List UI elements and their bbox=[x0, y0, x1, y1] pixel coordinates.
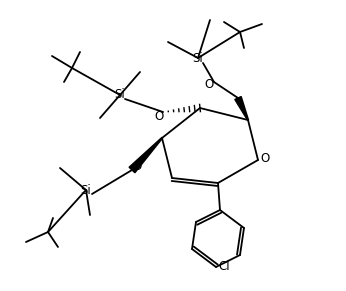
Text: Si: Si bbox=[81, 184, 91, 196]
Text: Cl: Cl bbox=[218, 260, 230, 272]
Text: O: O bbox=[154, 111, 164, 123]
Polygon shape bbox=[235, 97, 248, 120]
Polygon shape bbox=[129, 138, 162, 173]
Text: Si: Si bbox=[115, 88, 125, 102]
Text: Si: Si bbox=[193, 52, 203, 65]
Text: O: O bbox=[204, 77, 213, 91]
Text: O: O bbox=[261, 152, 270, 166]
Text: O: O bbox=[133, 159, 142, 173]
